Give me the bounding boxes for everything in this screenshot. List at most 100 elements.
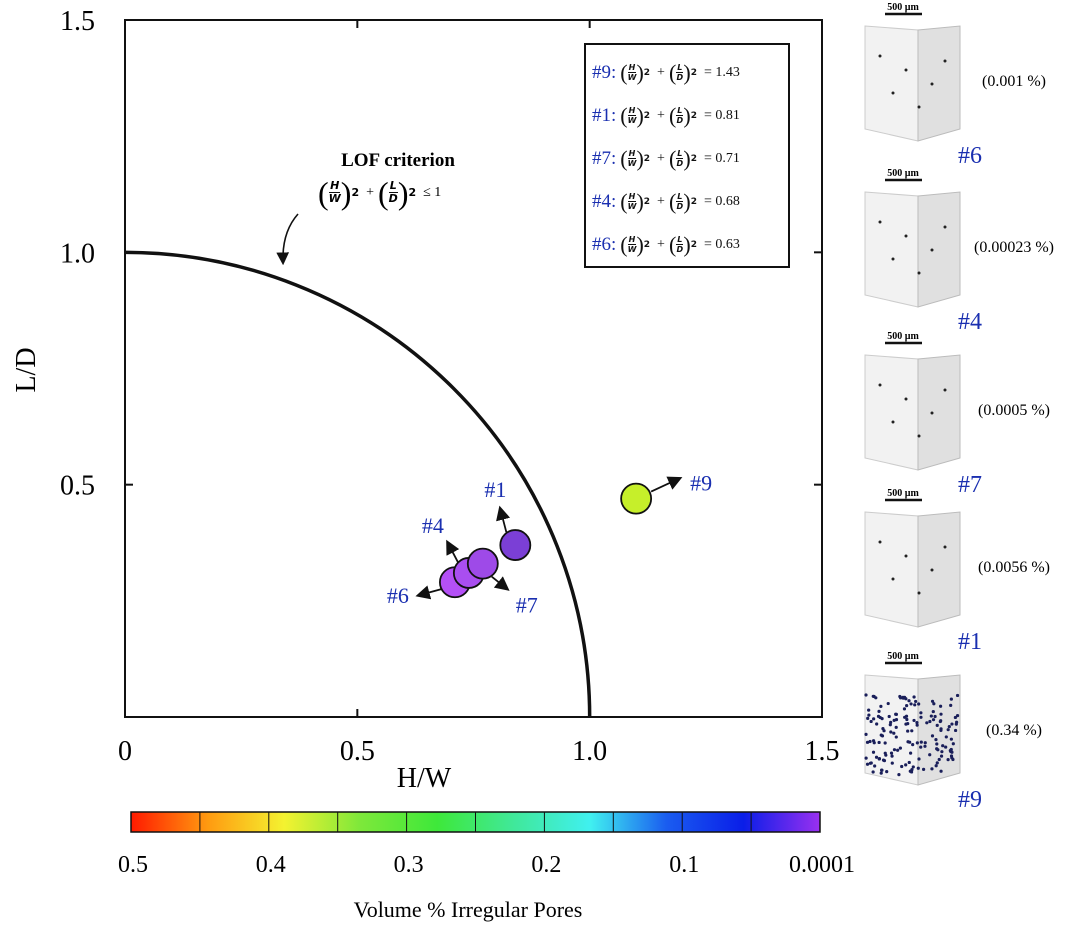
pore	[944, 735, 948, 739]
pore	[864, 732, 868, 736]
lof-criterion-title: LOF criterion	[341, 150, 455, 171]
specimen-panel: 500 µm (0.00023 %) #4	[864, 168, 1054, 335]
pore	[931, 718, 936, 722]
pore	[947, 724, 951, 729]
pore	[906, 740, 910, 744]
scale-bar-label: 500 µm	[887, 331, 919, 342]
porosity-label: (0.0005 %)	[978, 402, 1050, 419]
pore	[878, 54, 882, 58]
legend-entry: #9:(H W) 2 +(L D) 2 = 1.43	[592, 59, 740, 85]
pore	[939, 704, 943, 708]
legend-entry: #4:(H W) 2 +(L D) 2 = 0.68	[592, 188, 740, 214]
lof-criterion-curve	[124, 250, 592, 718]
pore	[912, 718, 916, 723]
specimen-label: #7	[958, 472, 982, 498]
scale-bar-label: 500 µm	[887, 2, 919, 13]
pore	[932, 702, 936, 706]
specimen-face-right	[917, 674, 961, 786]
pore	[872, 717, 876, 721]
pore	[877, 757, 881, 761]
pore	[931, 709, 935, 714]
pore	[904, 714, 909, 718]
pore	[900, 764, 904, 769]
pore	[917, 757, 921, 761]
pore	[873, 764, 877, 768]
colorbar-tick-label: 0.4	[256, 852, 286, 878]
pore	[930, 568, 934, 572]
pore	[904, 554, 908, 558]
pore	[949, 697, 953, 701]
legend-box: #9:(H W) 2 +(L D) 2 = 1.43 #1:(H W) 2 +(L D) 2 = 0.81…	[584, 43, 790, 268]
pore	[904, 234, 908, 238]
scale-bar-label: 500 µm	[887, 651, 919, 662]
pore	[944, 745, 948, 749]
pore	[919, 740, 923, 744]
specimen-face-left	[864, 511, 919, 628]
specimen-face-left	[864, 354, 919, 471]
pore	[877, 740, 881, 745]
specimen-panel: 500 µm (0.0056 %) #1	[864, 488, 1050, 655]
pore	[904, 397, 908, 401]
specimen-panel: 500 µm (0.34 %) #9	[864, 651, 1042, 813]
pore	[879, 704, 883, 709]
pore	[951, 757, 955, 762]
point-label: #1	[484, 477, 506, 502]
pore	[935, 761, 939, 765]
pore	[943, 388, 947, 392]
pore	[930, 734, 935, 738]
pore	[889, 751, 894, 755]
point-label: #6	[387, 583, 409, 608]
pore	[864, 693, 868, 697]
pore	[897, 773, 901, 777]
pore	[904, 763, 908, 767]
point-label: #9	[690, 471, 712, 496]
pore	[889, 720, 893, 724]
pore	[882, 729, 886, 733]
scale-bar-label: 500 µm	[887, 488, 919, 499]
pore	[907, 760, 911, 765]
pore	[887, 714, 891, 719]
legend-id: #9:	[592, 61, 617, 83]
specimen-label: #4	[958, 309, 982, 335]
pore	[929, 714, 933, 718]
pore	[868, 761, 872, 765]
pore	[915, 741, 919, 745]
legend-entry: #1:(H W) 2 +(L D) 2 = 0.81	[592, 102, 740, 128]
pore	[886, 701, 890, 706]
x-tick-label: 0.5	[340, 736, 375, 767]
specimen-label: #9	[958, 787, 982, 813]
pore	[883, 741, 887, 745]
x-tick-label: 1.5	[805, 736, 840, 767]
pore	[867, 708, 871, 712]
legend-value: = 0.81	[703, 107, 740, 123]
colorbar-title: Volume % Irregular Pores	[354, 897, 583, 922]
y-axis-label: L/D	[11, 347, 42, 392]
y-tick-label: 0.5	[60, 471, 95, 502]
legend-id: #1:	[592, 104, 617, 126]
pore	[934, 764, 938, 768]
pore	[917, 591, 921, 595]
pore	[919, 715, 923, 719]
pore	[937, 757, 941, 762]
point-arrow	[446, 539, 460, 565]
pore	[914, 699, 918, 704]
pore	[954, 722, 958, 726]
pore	[906, 729, 910, 733]
lof-pointer-arrow	[276, 213, 299, 266]
specimen-face-right	[917, 191, 961, 308]
data-point	[466, 547, 499, 580]
lof-criterion-formula: (H W) 2 +(L D) 2 ≤ 1	[318, 174, 442, 211]
pore	[909, 751, 913, 755]
pore	[881, 758, 886, 762]
pore	[930, 82, 934, 86]
point-label: #7	[516, 593, 538, 618]
specimen-face-left	[864, 25, 919, 142]
pore	[865, 762, 870, 766]
pore	[877, 709, 881, 713]
pore	[872, 741, 876, 745]
legend-value: = 1.43	[703, 64, 740, 80]
porosity-label: (0.0056 %)	[978, 559, 1050, 576]
pore	[930, 248, 934, 252]
pore	[889, 730, 893, 734]
y-tick-label: 1.0	[60, 238, 95, 269]
